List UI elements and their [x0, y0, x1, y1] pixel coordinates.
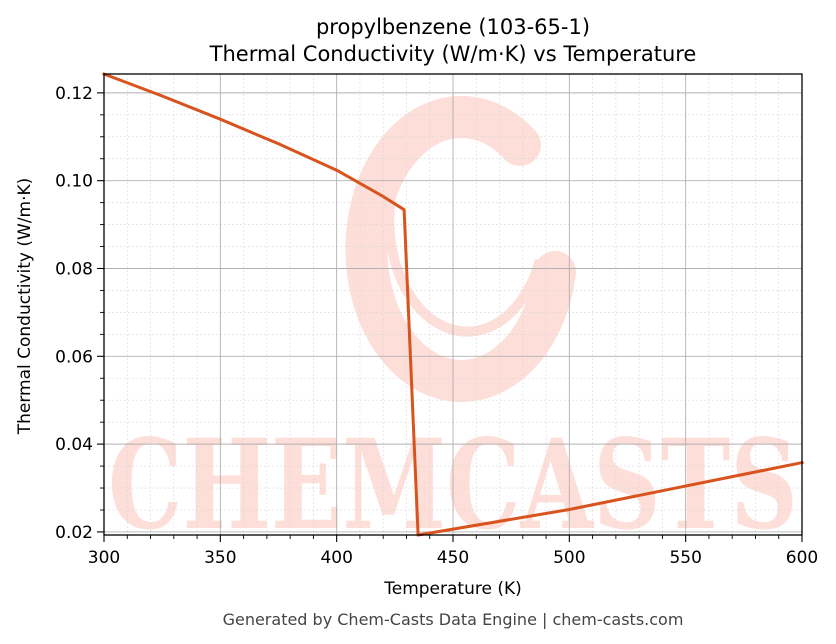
footer-credit: Generated by Chem-Casts Data Engine | ch…	[223, 610, 684, 629]
x-tick-label: 300	[88, 548, 120, 568]
x-tick-label: 500	[553, 548, 585, 568]
y-tick-label: 0.04	[55, 435, 93, 455]
chart-title-line2: Thermal Conductivity (W/m·K) vs Temperat…	[209, 42, 697, 66]
x-tick-label: 450	[437, 548, 469, 568]
y-tick-label: 0.10	[55, 172, 93, 192]
x-tick-label: 550	[669, 548, 701, 568]
series-layer	[102, 72, 804, 537]
y-tick-label: 0.12	[55, 84, 93, 104]
x-tick-label: 600	[786, 548, 818, 568]
x-tick-label: 400	[320, 548, 352, 568]
x-tick-labels: 300 350 400 450 500 550 600	[88, 548, 818, 568]
series-line	[102, 72, 804, 537]
watermark-logo-icon	[345, 95, 576, 402]
y-tick-label: 0.08	[55, 259, 93, 279]
x-tick-label: 350	[204, 548, 236, 568]
x-axis-label: Temperature (K)	[383, 579, 522, 599]
chart-title-line1: propylbenzene (103-65-1)	[316, 15, 590, 39]
y-tick-label: 0.06	[55, 347, 93, 367]
y-tick-label: 0.02	[55, 523, 93, 543]
axis-ticks	[97, 92, 803, 542]
major-grid	[103, 74, 803, 535]
y-tick-labels: 0.02 0.04 0.06 0.08 0.10 0.12	[55, 84, 93, 543]
y-axis-label: Thermal Conductivity (W/m·K)	[15, 178, 35, 436]
